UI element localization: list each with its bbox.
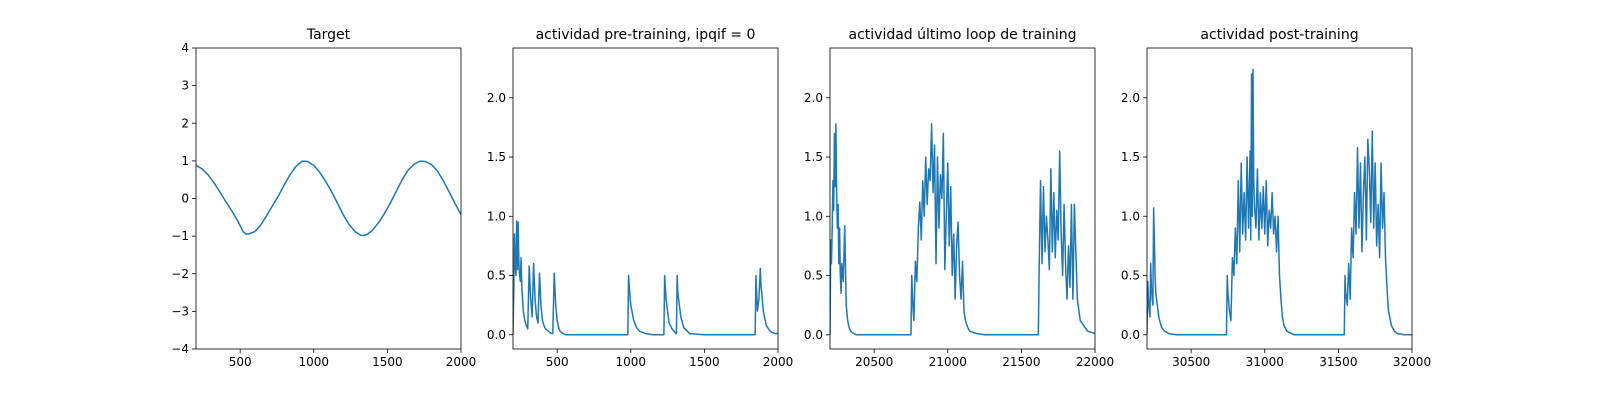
y-tick-label: 0.5 xyxy=(804,269,823,283)
series-line-1 xyxy=(1147,68,1412,336)
y-tick-label: 1.0 xyxy=(804,209,823,223)
y-tick-label: 4 xyxy=(181,41,189,55)
y-tick-label: 0.5 xyxy=(1121,269,1140,283)
y-tick-label: −3 xyxy=(171,304,189,318)
x-tick-label: 1000 xyxy=(616,355,647,369)
axes-frame xyxy=(195,47,462,350)
subplot-1: 500 1000 1500 2000 −4 −3 −2 −1 0 1 2 3 4 Target xyxy=(171,27,476,369)
x-tick-label: 1000 xyxy=(299,355,330,369)
y-tick-label: 2 xyxy=(181,116,189,130)
axes-frame xyxy=(829,47,1096,350)
y-tick-label: 0.0 xyxy=(1121,328,1140,342)
y-tick-label: 0.0 xyxy=(487,328,506,342)
x-tick-label: 2000 xyxy=(763,355,794,369)
axes-frame xyxy=(1146,47,1413,350)
x-tick-label: 31000 xyxy=(1246,355,1284,369)
chart-title: actividad post-training xyxy=(1200,27,1358,43)
chart-title: Target xyxy=(306,27,351,43)
series-line-1 xyxy=(513,220,778,336)
x-tick-label: 1500 xyxy=(372,355,403,369)
x-tick-label: 20500 xyxy=(855,355,893,369)
series-line-1 xyxy=(830,123,1095,336)
y-tick-label: 3 xyxy=(181,79,189,93)
x-tick-label: 30500 xyxy=(1172,355,1210,369)
y-tick-label: 0.5 xyxy=(487,269,506,283)
y-tick-label: 1 xyxy=(181,154,189,168)
y-tick-label: −1 xyxy=(171,229,189,243)
x-tick-label: 31500 xyxy=(1319,355,1357,369)
x-tick-label: 500 xyxy=(229,355,252,369)
y-tick-label: −4 xyxy=(171,342,189,356)
x-tick-label: 22000 xyxy=(1076,355,1114,369)
y-tick-label: 1.0 xyxy=(1121,209,1140,223)
subplot-4: 30500 31000 31500 32000 0.0 0.5 1.0 1.5 2.0 activ… xyxy=(1121,27,1431,369)
y-tick-label: 1.5 xyxy=(487,150,506,164)
x-tick-label: 2000 xyxy=(446,355,477,369)
x-tick-label: 21500 xyxy=(1002,355,1040,369)
subplot-2: 500 1000 1500 2000 0.0 0.5 1.0 1.5 2.0 actividad … xyxy=(487,27,793,369)
chart-title: actividad pre-training, ipqif = 0 xyxy=(536,27,756,43)
chart-title: actividad último loop de training xyxy=(849,27,1077,43)
y-tick-label: 0.0 xyxy=(804,328,823,342)
y-tick-label: 2.0 xyxy=(487,91,506,105)
axes-frame xyxy=(512,47,779,350)
subplot-3: 20500 21000 21500 22000 0.0 0.5 1.0 1.5 2.0 activ… xyxy=(804,27,1114,369)
series-line-1 xyxy=(196,160,461,237)
x-tick-label: 1500 xyxy=(689,355,720,369)
x-tick-label: 21000 xyxy=(929,355,967,369)
x-tick-label: 32000 xyxy=(1393,355,1431,369)
y-tick-label: −2 xyxy=(171,267,189,281)
y-tick-label: 1.5 xyxy=(804,150,823,164)
y-tick-label: 1.5 xyxy=(1121,150,1140,164)
x-tick-label: 500 xyxy=(546,355,569,369)
y-tick-label: 0 xyxy=(181,192,189,206)
y-tick-label: 1.0 xyxy=(487,209,506,223)
y-tick-label: 2.0 xyxy=(1121,91,1140,105)
y-tick-label: 2.0 xyxy=(804,91,823,105)
